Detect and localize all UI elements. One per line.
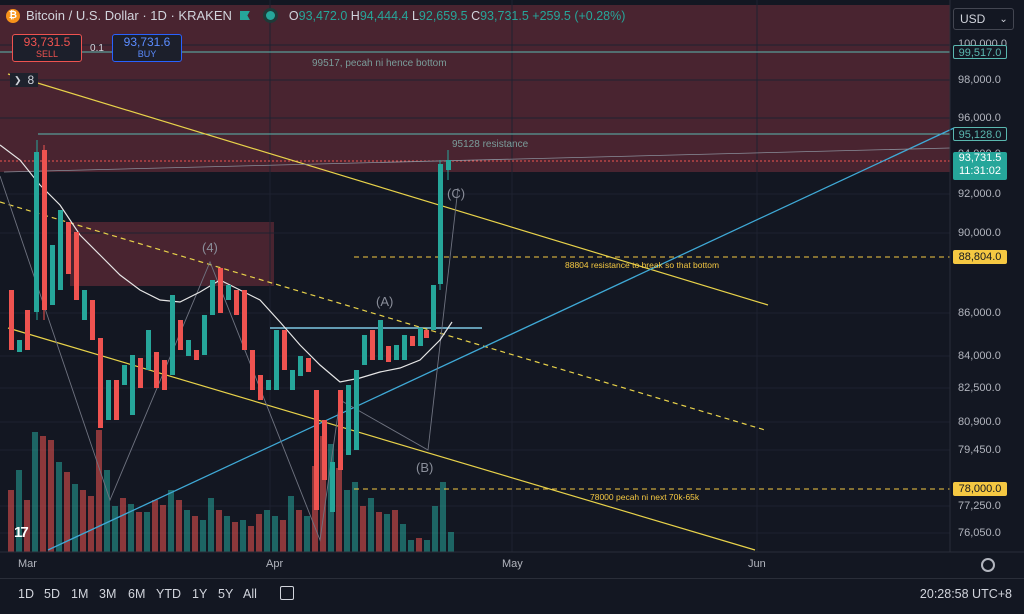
timeframe-5d[interactable]: 5D [44,587,60,601]
annotation-78000: 78000 pecah ni next 70k-65k [590,492,700,502]
chevron-down-icon: ⌄ [999,13,1008,25]
timeframe-1y[interactable]: 1Y [192,587,208,601]
wave-label-4: (4) [202,240,218,255]
trendline-upper[interactable] [7,73,769,306]
tradingview-logo: 17 [14,524,29,541]
timeframe-1d[interactable]: 1D [18,587,34,601]
last-price-tag: 93,731.5 11:31:02 [953,152,1007,180]
time-label-apr: Apr [266,558,284,570]
price-label: 77,250.0 [958,500,1001,512]
flag-icon[interactable] [239,11,250,20]
ohlc-values: O93,472.0 H94,444.4 L92,659.5 C93,731.5 … [288,8,626,23]
visibility-icon[interactable] [265,11,275,20]
wave-label-c: (C) [447,186,465,201]
price-label: 84,000.0 [958,350,1001,362]
buy-button[interactable]: 93,731.6 BUY [112,34,182,62]
volume-bars [8,430,454,552]
annotation-99517: 99517, pecah ni hence bottom [312,58,447,69]
time-label-jun: Jun [748,558,766,570]
price-tag-99517[interactable]: 99,517.0 [953,45,1007,59]
symbol-header: ₿ Bitcoin / U.S. Dollar · 1D · KRAKEN O9… [6,8,625,23]
price-label: 90,000.0 [958,227,1001,239]
price-label: 92,000.0 [958,188,1001,200]
price-change: +259.5 (+0.28%) [532,8,626,23]
price-tag-95128[interactable]: 95,128.0 [953,127,1007,141]
currency-selector[interactable]: USD ⌄ [953,8,1014,30]
timeframe-5y[interactable]: 5Y [218,587,234,601]
time-label-mar: Mar [18,558,37,570]
price-label: 82,500.0 [958,382,1001,394]
trendline-support[interactable] [47,127,955,551]
time-label-may: May [502,558,523,570]
price-label: 79,450.0 [958,444,1001,456]
wave-label-a: (A) [376,294,393,309]
clock[interactable]: 20:28:58 UTC+8 [919,587,1012,601]
wave-label-b: (B) [416,460,433,475]
timeframe-ytd[interactable]: YTD [156,587,181,601]
indicators-toggle[interactable]: ❯ 8 [10,73,39,87]
timeframe-1m[interactable]: 1M [71,587,89,601]
supply-zone-top [0,5,950,172]
symbol-title[interactable]: Bitcoin / U.S. Dollar · 1D · KRAKEN [26,8,232,23]
spread-value: 0.1 [90,42,104,54]
sell-button[interactable]: 93,731.5 SELL [12,34,82,62]
timeframe-all[interactable]: All [243,587,257,601]
bar-countdown: 11:31:02 [958,165,1001,177]
price-label: 80,900.0 [958,416,1001,428]
price-tag-78000[interactable]: 78,000.0 [953,482,1007,496]
trade-panel: 93,731.5 SELL 0.1 93,731.6 BUY [12,34,182,62]
indicators-count: 8 [27,73,35,87]
timeframe-6m[interactable]: 6M [128,587,146,601]
annotation-88804: 88804 resistance to break so that bottom [565,260,719,270]
trendline-gray [3,147,951,173]
timeframe-3m[interactable]: 3M [99,587,117,601]
gear-icon[interactable] [981,558,995,572]
calendar-icon[interactable] [280,586,294,600]
price-tag-88804[interactable]: 88,804.0 [953,250,1007,264]
bottom-toolbar: 1D 5D 1M 3M 6M YTD 1Y 5Y All 20:28:58 UT… [0,578,1024,610]
price-label: 98,000.0 [958,74,1001,86]
price-label: 96,000.0 [958,112,1001,124]
supply-zone-mid [70,222,274,286]
price-label: 76,050.0 [958,527,1001,539]
chevron-icon: ❯ [14,74,22,85]
elliott-wave-path [0,175,459,542]
candles [9,140,451,512]
trendline-middle[interactable] [0,201,766,431]
annotation-95128: 95128 resistance [452,139,529,150]
price-label: 86,000.0 [958,307,1001,319]
bitcoin-logo-icon: ₿ [6,8,20,23]
